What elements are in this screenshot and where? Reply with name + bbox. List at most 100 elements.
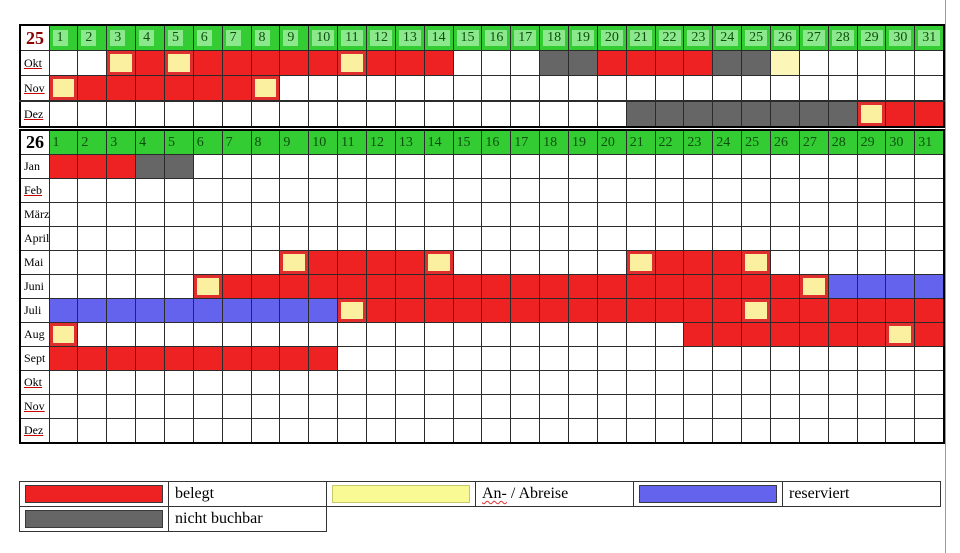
- day-cell: [856, 226, 887, 251]
- day-cell: [365, 346, 396, 371]
- day-cell: [567, 75, 598, 102]
- day-cell: [221, 226, 252, 251]
- day-cell: [394, 346, 425, 371]
- day-cell: [567, 418, 598, 444]
- day-cell: [135, 322, 165, 347]
- month-label-sept-26: Sept: [19, 346, 50, 371]
- day-cell: [539, 154, 569, 179]
- day-cell: [625, 394, 656, 419]
- day-cell: [683, 274, 714, 299]
- month-label-okt-25: Okt: [19, 50, 50, 76]
- day-cell: [856, 322, 887, 347]
- day-cell: [423, 75, 454, 102]
- day-cell: [394, 418, 425, 444]
- day-cell: [308, 298, 339, 323]
- month-row-okt-25: Okt: [19, 50, 945, 76]
- day-cell: [539, 100, 569, 128]
- day-cell: [510, 226, 541, 251]
- month-row-nov-25: Nov: [19, 75, 945, 102]
- day-cell: [192, 154, 223, 179]
- day-cell: [683, 226, 714, 251]
- day-cell: [914, 298, 945, 323]
- day-cell: [106, 418, 137, 444]
- day-cell: [567, 322, 598, 347]
- day-cell: [827, 100, 858, 128]
- month-label-jan-26: Jan: [19, 154, 50, 179]
- day-cell: [885, 226, 916, 251]
- day-cell: [423, 202, 454, 227]
- day-cell: [135, 100, 165, 128]
- day-header-cell: 9: [279, 24, 310, 51]
- day-cell: [394, 274, 425, 299]
- day-cell: [135, 346, 165, 371]
- day-cell: [481, 202, 512, 227]
- day-cell: [452, 50, 483, 76]
- day-cell: [192, 100, 223, 128]
- day-cell: [885, 274, 916, 299]
- day-cell: [712, 394, 743, 419]
- day-cell: [567, 226, 598, 251]
- day-cell: [567, 250, 598, 275]
- day-header-cell: 6: [192, 129, 223, 155]
- day-cell: [567, 346, 598, 371]
- day-cell: [279, 226, 310, 251]
- day-cell: [769, 178, 800, 203]
- day-cell: [192, 75, 223, 102]
- day-header-cell: 3: [106, 24, 137, 51]
- day-header-cell: 25: [741, 129, 771, 155]
- day-cell: [827, 202, 858, 227]
- day-cell: [452, 226, 483, 251]
- day-cell: [481, 418, 512, 444]
- day-cell: [308, 322, 339, 347]
- day-cell: [394, 154, 425, 179]
- day-cell: [423, 154, 454, 179]
- day-cell: [279, 346, 310, 371]
- day-cell: [135, 226, 165, 251]
- day-cell: [48, 75, 79, 102]
- day-cell: [625, 322, 656, 347]
- day-cell: [885, 178, 916, 203]
- day-cell: [452, 75, 483, 102]
- day-cell: [885, 100, 916, 128]
- day-cell: [712, 226, 743, 251]
- day-cell: [798, 250, 829, 275]
- day-cell: [683, 75, 714, 102]
- day-cell: [914, 250, 945, 275]
- day-cell: [741, 250, 771, 275]
- day-cell: [885, 75, 916, 102]
- day-cell: [510, 418, 541, 444]
- day-cell: [77, 370, 108, 395]
- day-cell: [914, 100, 945, 128]
- legend-row-2: nicht buchbar: [19, 506, 941, 532]
- month-label-nov-26: Nov: [19, 394, 50, 419]
- day-cell: [308, 100, 339, 128]
- scrollbar-track-edge[interactable]: [945, 0, 946, 553]
- day-cell: [77, 322, 108, 347]
- day-cell: [914, 178, 945, 203]
- month-row-dez-26: Dez: [19, 418, 945, 444]
- day-cell: [539, 346, 569, 371]
- day-cell: [77, 274, 108, 299]
- day-cell: [625, 202, 656, 227]
- day-cell: [596, 322, 627, 347]
- day-cell: [192, 346, 223, 371]
- legend-label-reserviert: reserviert: [782, 481, 941, 507]
- day-cell: [481, 100, 512, 128]
- day-cell: [192, 298, 223, 323]
- day-cell: [308, 202, 339, 227]
- day-cell: [163, 298, 194, 323]
- day-cell: [914, 75, 945, 102]
- day-cell: [914, 346, 945, 371]
- day-cell: [741, 75, 771, 102]
- day-cell: [712, 100, 743, 128]
- day-cell: [279, 202, 310, 227]
- day-cell: [163, 346, 194, 371]
- day-cell: [48, 274, 79, 299]
- day-cell: [192, 202, 223, 227]
- day-cell: [192, 226, 223, 251]
- day-cell: [250, 298, 281, 323]
- day-cell: [308, 370, 339, 395]
- day-cell: [163, 274, 194, 299]
- day-cell: [798, 322, 829, 347]
- day-cell: [798, 370, 829, 395]
